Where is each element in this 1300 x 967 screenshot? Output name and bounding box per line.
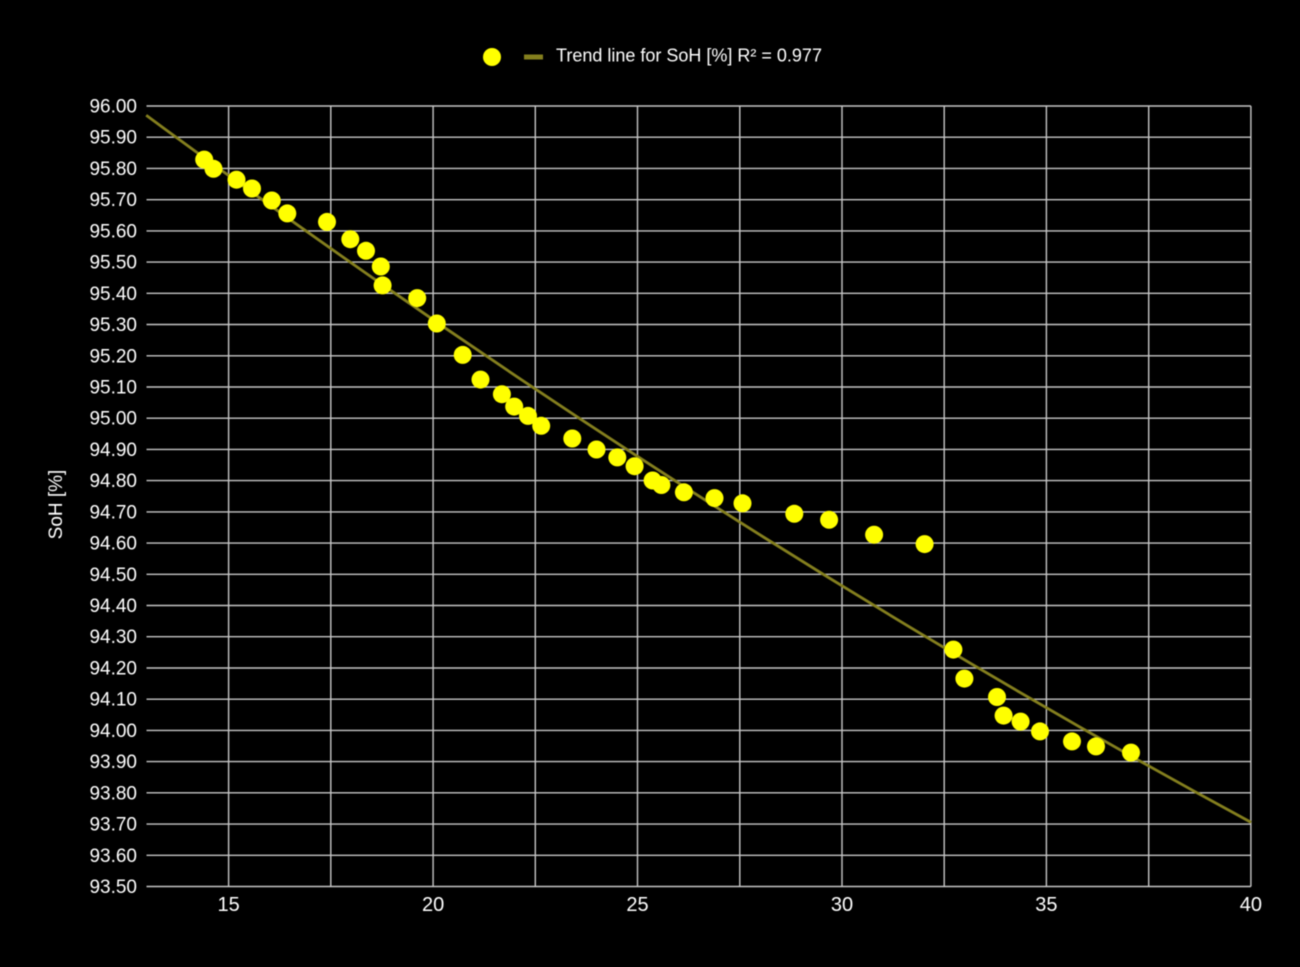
svg-text:94.70: 94.70 xyxy=(89,502,137,523)
svg-text:35: 35 xyxy=(1035,894,1057,916)
svg-text:94.10: 94.10 xyxy=(89,690,137,711)
svg-text:95.70: 95.70 xyxy=(89,190,137,211)
svg-text:96.00: 96.00 xyxy=(89,97,137,118)
svg-text:93.50: 93.50 xyxy=(89,877,137,898)
svg-text:93.90: 93.90 xyxy=(89,752,137,773)
svg-text:95.00: 95.00 xyxy=(89,409,137,430)
svg-text:94.60: 94.60 xyxy=(89,534,137,555)
svg-text:94.40: 94.40 xyxy=(89,596,137,617)
svg-text:25: 25 xyxy=(626,894,648,916)
svg-text:95.60: 95.60 xyxy=(89,221,137,242)
svg-text:95.40: 95.40 xyxy=(89,284,137,305)
svg-text:95.30: 95.30 xyxy=(89,315,137,336)
svg-text:94.20: 94.20 xyxy=(89,659,137,680)
svg-text:95.90: 95.90 xyxy=(89,128,137,149)
svg-text:95.80: 95.80 xyxy=(89,159,137,180)
svg-text:15: 15 xyxy=(217,894,239,916)
svg-text:94.00: 94.00 xyxy=(89,721,137,742)
svg-text:30: 30 xyxy=(831,894,853,916)
svg-text:93.60: 93.60 xyxy=(89,846,137,867)
svg-text:94.30: 94.30 xyxy=(89,627,137,648)
svg-text:94.50: 94.50 xyxy=(89,565,137,586)
svg-text:95.20: 95.20 xyxy=(89,346,137,367)
svg-text:93.70: 93.70 xyxy=(89,815,137,836)
svg-text:94.80: 94.80 xyxy=(89,471,137,492)
svg-text:Trend line for SoH [%] R² = 0.: Trend line for SoH [%] R² = 0.977 xyxy=(556,46,822,66)
svg-text:95.10: 95.10 xyxy=(89,378,137,399)
svg-text:40: 40 xyxy=(1240,894,1262,916)
svg-text:SoH [%]: SoH [%] xyxy=(46,470,67,540)
svg-text:95.50: 95.50 xyxy=(89,253,137,274)
svg-text:20: 20 xyxy=(422,894,444,916)
svg-text:93.80: 93.80 xyxy=(89,783,137,804)
svg-text:94.90: 94.90 xyxy=(89,440,137,461)
